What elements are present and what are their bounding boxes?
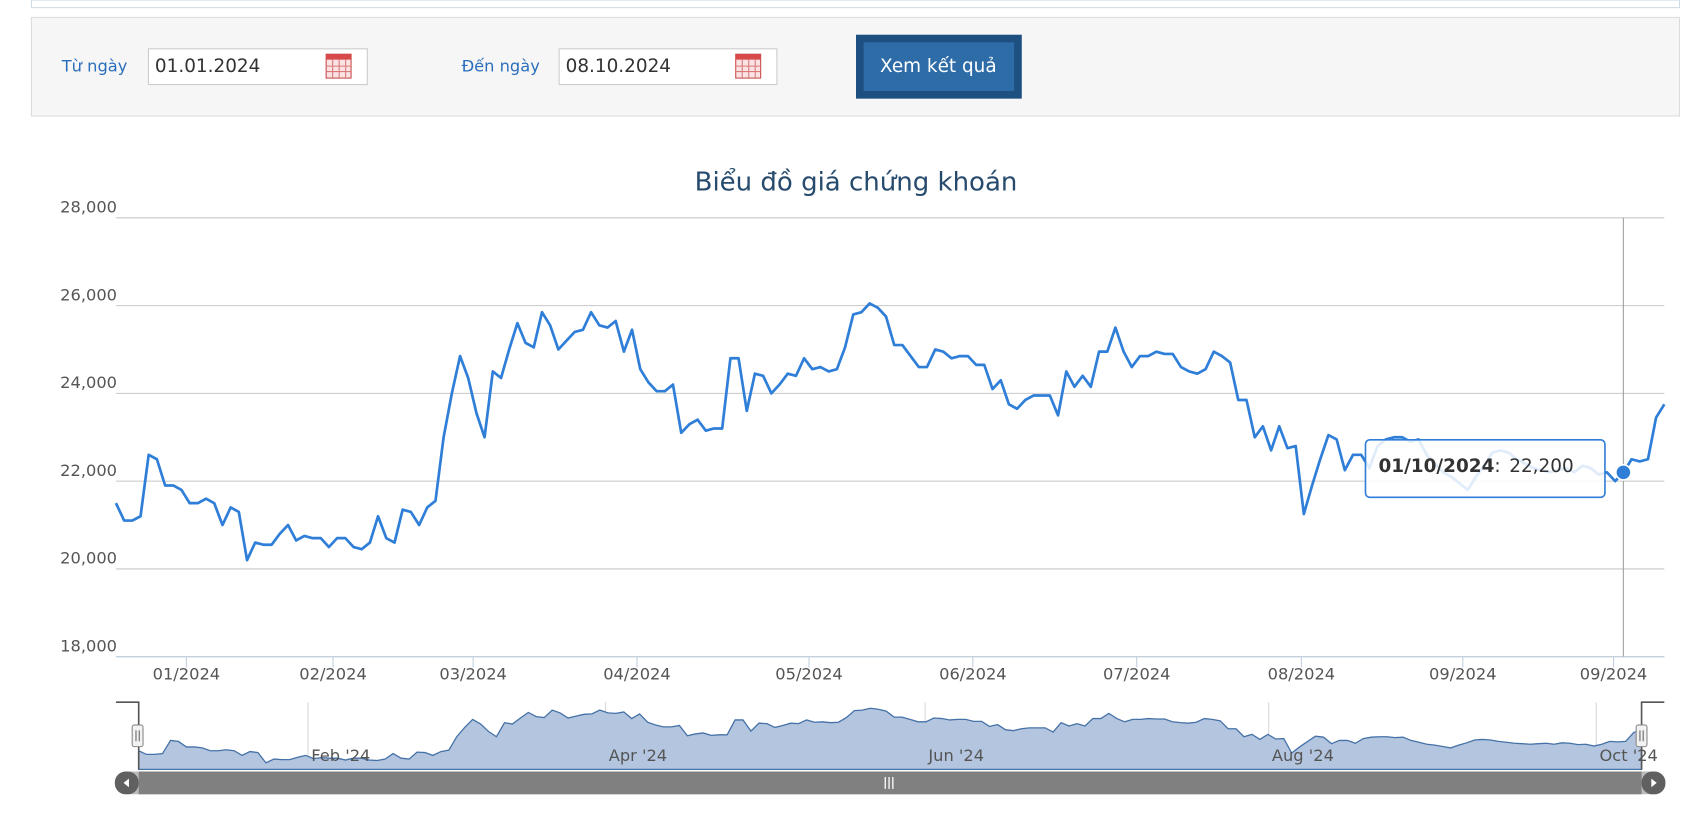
x-tick-label: 06/2024 — [939, 665, 1007, 684]
from-value: 01.01.2024 — [155, 56, 260, 77]
tooltip-date: 01/10/2024 — [1378, 456, 1494, 477]
scrollbar-thumb[interactable] — [138, 771, 1642, 795]
submit-button[interactable]: Xem kết quả — [856, 34, 1022, 99]
navigator-handle[interactable] — [131, 724, 144, 748]
y-tick-label: 26,000 — [60, 285, 117, 304]
navigator-label: Jun '24 — [927, 746, 984, 765]
y-tick-label: 20,000 — [60, 549, 117, 568]
navigator-label: Aug '24 — [1272, 746, 1334, 765]
tooltip-separator: : — [1494, 456, 1500, 477]
y-tick-label: 28,000 — [60, 198, 117, 217]
x-tick-label: 02/2024 — [299, 665, 367, 684]
handle-grip — [1639, 730, 1644, 742]
y-tick-label: 24,000 — [60, 373, 117, 392]
y-tick-label: 18,000 — [60, 636, 117, 655]
chart-title: Biểu đồ giá chứng khoán — [695, 167, 1018, 198]
tooltip-value: 22,200 — [1509, 456, 1573, 477]
thumb-grip — [884, 776, 894, 789]
calendar-icon[interactable] — [735, 53, 762, 79]
x-tick-label: 08/2024 — [1268, 665, 1336, 684]
x-tick-label: 04/2024 — [603, 665, 671, 684]
navigator-label: Apr '24 — [609, 746, 667, 765]
x-tick-label: 05/2024 — [775, 665, 843, 684]
tooltip-marker — [1614, 463, 1632, 481]
to-value: 08.10.2024 — [566, 56, 671, 77]
x-tick-label: 01/2024 — [153, 665, 221, 684]
x-tick-label: 03/2024 — [439, 665, 507, 684]
y-tick-label: 22,000 — [60, 461, 117, 480]
navigator-label: Feb '24 — [311, 746, 370, 765]
navigator-label: Oct '24 — [1599, 746, 1657, 765]
button-label: Xem kết quả — [880, 56, 997, 77]
to-label: Đến ngày — [462, 57, 541, 76]
calendar-icon[interactable] — [325, 53, 352, 79]
handle-grip — [135, 730, 140, 742]
tooltip-box — [1364, 439, 1606, 499]
arrow-right — [1651, 778, 1657, 788]
x-tick-label: 09/2024 — [1429, 665, 1497, 684]
x-tick-label: 07/2024 — [1103, 665, 1171, 684]
from-label: Từ ngày — [61, 57, 128, 76]
x-tick-label: 09/2024 — [1580, 665, 1648, 684]
tooltip-text: 01/10/2024: 22,200 — [1378, 456, 1573, 477]
price-line — [114, 302, 1666, 562]
navigator-area — [138, 707, 1643, 771]
top-strip — [30, 0, 1681, 9]
arrow-left — [123, 778, 129, 788]
navigator-handle[interactable] — [1635, 724, 1648, 748]
